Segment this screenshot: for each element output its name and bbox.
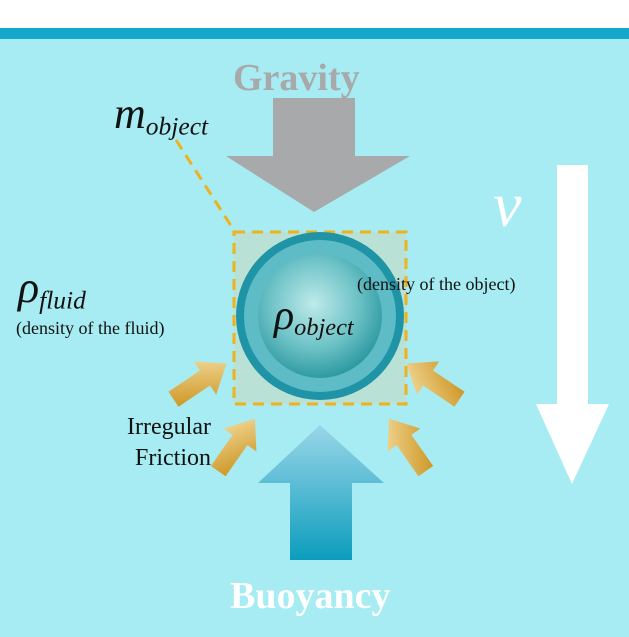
buoyancy-arrow [258, 425, 384, 560]
friction-label: Irregular Friction [107, 412, 211, 474]
object-density-subscript: object [294, 314, 354, 342]
fluid-density-symbol: ρ [18, 263, 40, 312]
gravity-arrow [226, 98, 410, 212]
object-density-description: (density of the object) [357, 274, 516, 294]
gravity-label: Gravity [233, 57, 360, 99]
object-sphere [258, 254, 382, 378]
friction-label-line2: Friction [135, 445, 211, 471]
friction-arrow-right-lower [387, 418, 434, 477]
fluid-surface-bar [0, 28, 629, 39]
mass-symbol: m [114, 89, 146, 138]
friction-arrow-right-upper [406, 361, 465, 407]
buoyancy-label: Buoyancy [230, 575, 391, 617]
fluid-density-label: ρfluid [18, 262, 86, 315]
mass-subscript: object [145, 111, 209, 141]
friction-arrow-left-upper [168, 361, 227, 407]
mass-leader-line [174, 139, 237, 233]
friction-arrow-left-lower [210, 418, 257, 477]
friction-label-line1: Irregular [127, 414, 211, 440]
mass-label: mobject [114, 88, 208, 141]
white-top-margin [0, 0, 629, 28]
object-density-label: ρobject [274, 292, 354, 342]
fluid-density-subscript: fluid [39, 285, 86, 315]
object-density-symbol: ρ [274, 293, 295, 339]
fluid-density-description: (density of the fluid) [16, 318, 165, 338]
velocity-arrow [536, 165, 609, 484]
velocity-label: ν [493, 169, 522, 240]
